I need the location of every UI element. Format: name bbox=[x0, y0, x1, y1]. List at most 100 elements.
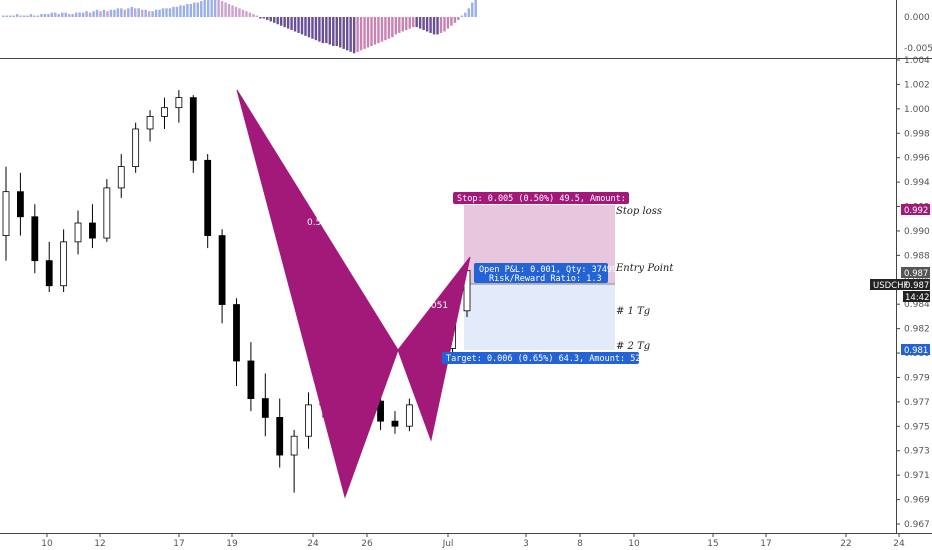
stop-price-badge: 0.992 bbox=[901, 204, 930, 216]
histogram-bar bbox=[147, 11, 151, 17]
fib-ratio-label-b: .051 bbox=[428, 301, 448, 311]
candle-body-up bbox=[74, 222, 82, 243]
candle-body-up bbox=[146, 116, 154, 130]
histogram-bar bbox=[130, 6, 133, 17]
histogram-bar bbox=[269, 17, 272, 22]
histogram-bar bbox=[325, 17, 328, 44]
candle-body-down bbox=[189, 97, 197, 161]
histogram-bar bbox=[245, 11, 248, 17]
price-tick-label: 0.977 bbox=[904, 398, 930, 408]
entry-point-annotation: Entry Point bbox=[615, 263, 674, 274]
candle-body-down bbox=[261, 398, 269, 418]
target-price-badge: 0.981 bbox=[901, 344, 930, 356]
histogram-bar bbox=[457, 17, 460, 20]
price-tick-label: 1.002 bbox=[904, 80, 930, 90]
histogram-bar bbox=[391, 17, 394, 38]
histogram-bar bbox=[335, 17, 338, 46]
histogram-bar bbox=[210, 0, 213, 17]
histogram-bar bbox=[57, 14, 61, 17]
date-tick-label: 26 bbox=[361, 539, 373, 549]
candle-body-up bbox=[290, 435, 298, 456]
bat-harmonic-pattern[interactable]: 0.5 .051 bbox=[236, 89, 471, 499]
histogram-bar bbox=[200, 1, 203, 17]
pattern-bcd-triangle bbox=[397, 256, 471, 442]
histogram-bar bbox=[252, 14, 255, 17]
time-axis[interactable]: 10 12 17 19 24 26 Jul 3 8 10 15 17 22 24 bbox=[41, 533, 905, 549]
histogram-bar bbox=[175, 6, 179, 17]
indicator-tick-label: -0.005 bbox=[904, 44, 932, 54]
histogram-bar bbox=[474, 0, 477, 17]
price-tick-label: 1.004 bbox=[904, 56, 930, 66]
candle-body-up bbox=[117, 166, 125, 189]
histogram-bar bbox=[106, 11, 109, 17]
histogram-bar bbox=[387, 17, 391, 39]
histogram-bar bbox=[311, 17, 314, 39]
histogram-bar bbox=[234, 6, 238, 17]
date-tick-label: 24 bbox=[893, 539, 905, 549]
price-tick-label: 0.979 bbox=[904, 373, 930, 383]
target-info-label: Target: 0.006 (0.65%) 64.3, Amount: 5249… bbox=[442, 352, 671, 364]
long-position-tool[interactable] bbox=[464, 205, 615, 350]
histogram-bar bbox=[429, 17, 432, 33]
histogram-bar bbox=[123, 9, 127, 17]
histogram-bar bbox=[203, 0, 206, 17]
target-info-text: Target: 0.006 (0.65%) 64.3, Amount: 5249… bbox=[446, 354, 671, 364]
histogram-bar bbox=[436, 17, 439, 35]
histogram-bar bbox=[102, 9, 106, 17]
risk-reward-text: Risk/Reward Ratio: 1.3 bbox=[489, 274, 602, 284]
histogram-bar bbox=[300, 17, 304, 35]
histogram-bar bbox=[5, 15, 8, 17]
countdown-badge: 14:42 bbox=[903, 291, 930, 303]
histogram-bar bbox=[206, 0, 210, 17]
histogram-bar bbox=[349, 17, 352, 52]
histogram-bar bbox=[276, 17, 279, 25]
histogram-bar bbox=[332, 17, 335, 46]
stop-info-text: Stop: 0.005 (0.50%) 49.5, Amount: 11250 bbox=[457, 194, 657, 204]
histogram-bar bbox=[137, 8, 140, 17]
histogram-bar bbox=[356, 17, 359, 52]
histogram-bar bbox=[279, 17, 283, 26]
price-tick-label: 0.973 bbox=[904, 447, 930, 457]
candlestick-series bbox=[2, 90, 471, 493]
candle-body-down bbox=[233, 304, 240, 362]
histogram-bar bbox=[196, 2, 200, 17]
histogram-bar bbox=[217, 0, 220, 17]
price-tick-label: 0.990 bbox=[904, 227, 930, 237]
price-tick-label: 0.969 bbox=[904, 496, 930, 506]
histogram-bar bbox=[151, 11, 154, 17]
fib-ratio-label-a: 0.5 bbox=[307, 218, 321, 228]
symbol-name-text: USDCHF bbox=[873, 281, 908, 291]
histogram-bar bbox=[74, 12, 78, 17]
histogram-bar bbox=[384, 17, 387, 41]
open-pnl-text: Open P&L: 0.001, Qty: 3749999 bbox=[479, 265, 627, 275]
histogram-bar bbox=[460, 15, 464, 17]
target-1-annotation: # 1 Tg bbox=[616, 306, 650, 317]
candle-body-down bbox=[204, 159, 212, 236]
stop-info-label: Stop: 0.005 (0.50%) 49.5, Amount: 11250 bbox=[453, 192, 657, 204]
histogram-bar bbox=[363, 17, 366, 49]
histogram-bar bbox=[172, 6, 175, 17]
histogram-bar bbox=[443, 17, 446, 32]
indicator-tick-label: 0.000 bbox=[904, 13, 930, 23]
date-tick-label: 10 bbox=[41, 539, 53, 549]
indicator-axis: 0.000 -0.005 bbox=[904, 13, 932, 54]
price-tick-label: 0.975 bbox=[904, 422, 930, 432]
histogram-bar bbox=[220, 1, 224, 17]
symbol-price-badge: USDCHF 0.987 bbox=[870, 279, 930, 291]
histogram-bar bbox=[40, 14, 43, 17]
histogram-bar bbox=[259, 17, 262, 19]
candle-body-up bbox=[161, 107, 168, 117]
candle-body-down bbox=[45, 260, 53, 287]
entry-price-badge: 0.987 bbox=[901, 267, 930, 279]
histogram-bar bbox=[213, 0, 217, 18]
histogram-bar bbox=[238, 8, 241, 17]
histogram-bar bbox=[158, 9, 161, 17]
histogram-bar bbox=[248, 12, 252, 17]
histogram-bar bbox=[422, 17, 425, 31]
histogram-bar bbox=[61, 12, 64, 17]
histogram-bar bbox=[88, 12, 92, 17]
price-tick-label: 0.996 bbox=[904, 154, 930, 164]
histogram-bar bbox=[290, 17, 293, 31]
date-tick-label: 8 bbox=[577, 539, 583, 549]
